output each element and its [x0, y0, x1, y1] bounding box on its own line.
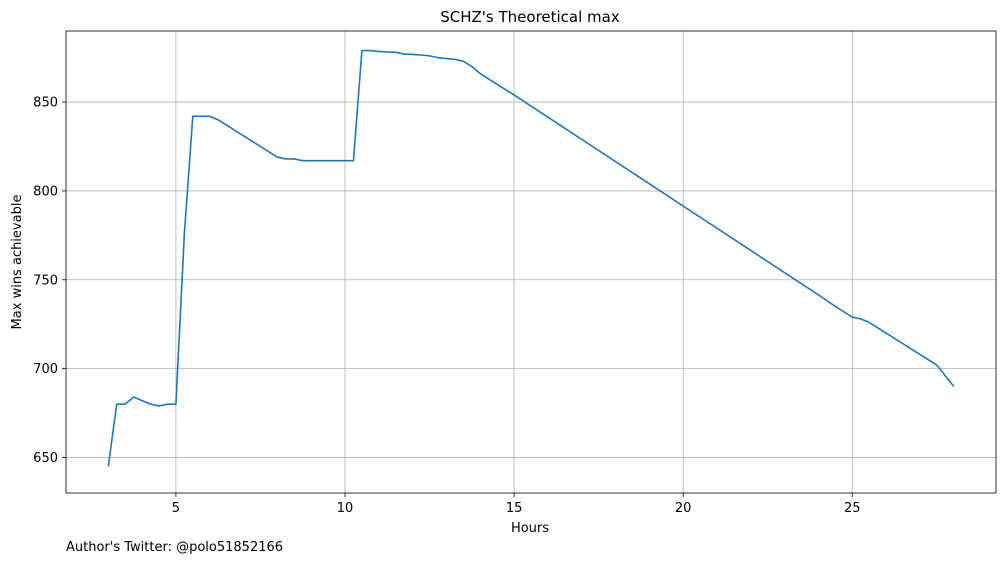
y-tick-label: 850	[33, 96, 58, 111]
y-axis-label: Max wins achievable	[10, 195, 25, 330]
x-tick-label: 20	[675, 501, 692, 516]
x-tick-label: 5	[172, 501, 180, 516]
chart-title: SCHZ's Theoretical max	[440, 8, 620, 26]
plot-frame	[65, 30, 997, 494]
x-tick-label: 15	[506, 501, 523, 516]
y-tick-label: 700	[33, 362, 58, 377]
grid-lines	[66, 31, 996, 493]
series-layer	[107, 49, 955, 467]
x-axis-label: Hours	[511, 521, 549, 536]
y-tick-label: 800	[33, 184, 58, 199]
axes-frame	[65, 30, 997, 494]
author-credit: Author's Twitter: @polo51852166	[66, 540, 283, 555]
y-tick-label: 750	[33, 273, 58, 288]
x-tick-label: 25	[844, 501, 861, 516]
x-tick-label: 10	[337, 501, 354, 516]
series-line	[107, 49, 955, 467]
tick-layer: 5 10 15 20 25 650 700 750 800 850	[33, 96, 860, 516]
y-tick-label: 650	[33, 451, 58, 466]
